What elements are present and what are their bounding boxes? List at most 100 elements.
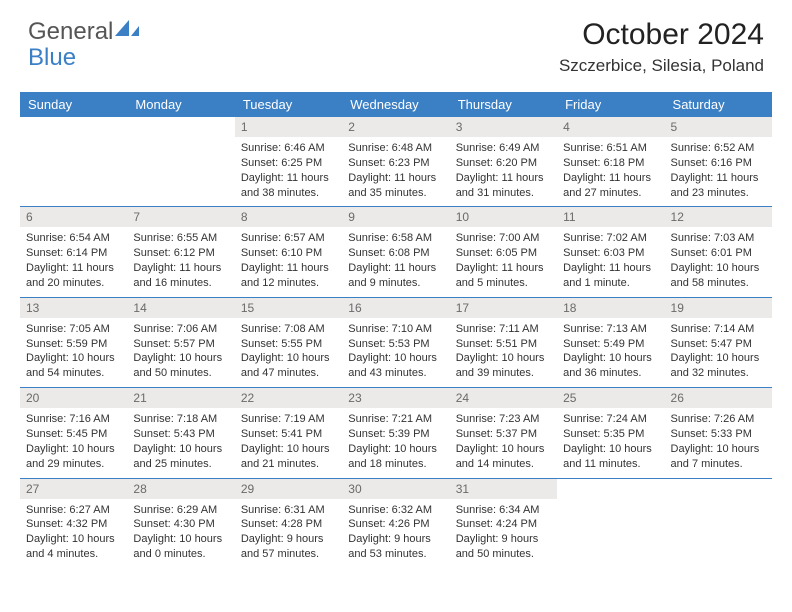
calendar-cell: 4Sunrise: 6:51 AMSunset: 6:18 PMDaylight… xyxy=(557,117,664,207)
day-content: Sunrise: 6:27 AMSunset: 4:32 PMDaylight:… xyxy=(20,499,127,568)
calendar-cell: 2Sunrise: 6:48 AMSunset: 6:23 PMDaylight… xyxy=(342,117,449,207)
calendar-cell: 17Sunrise: 7:11 AMSunset: 5:51 PMDayligh… xyxy=(450,297,557,387)
calendar-cell: 22Sunrise: 7:19 AMSunset: 5:41 PMDayligh… xyxy=(235,388,342,478)
day-number: 6 xyxy=(20,207,127,227)
calendar-cell xyxy=(20,117,127,207)
weekday-header: Saturday xyxy=(665,92,772,117)
calendar-cell: 25Sunrise: 7:24 AMSunset: 5:35 PMDayligh… xyxy=(557,388,664,478)
day-content: Sunrise: 6:54 AMSunset: 6:14 PMDaylight:… xyxy=(20,227,127,296)
calendar-cell: 16Sunrise: 7:10 AMSunset: 5:53 PMDayligh… xyxy=(342,297,449,387)
weekday-header: Thursday xyxy=(450,92,557,117)
calendar-cell: 19Sunrise: 7:14 AMSunset: 5:47 PMDayligh… xyxy=(665,297,772,387)
day-number: 2 xyxy=(342,117,449,137)
day-content: Sunrise: 7:26 AMSunset: 5:33 PMDaylight:… xyxy=(665,408,772,477)
calendar-head: SundayMondayTuesdayWednesdayThursdayFrid… xyxy=(20,92,772,117)
calendar-cell xyxy=(127,117,234,207)
calendar-cell: 20Sunrise: 7:16 AMSunset: 5:45 PMDayligh… xyxy=(20,388,127,478)
title-block: October 2024 Szczerbice, Silesia, Poland xyxy=(559,18,764,76)
day-content: Sunrise: 6:51 AMSunset: 6:18 PMDaylight:… xyxy=(557,137,664,206)
day-number: 12 xyxy=(665,207,772,227)
day-content: Sunrise: 6:31 AMSunset: 4:28 PMDaylight:… xyxy=(235,499,342,568)
day-content: Sunrise: 7:02 AMSunset: 6:03 PMDaylight:… xyxy=(557,227,664,296)
day-number: 13 xyxy=(20,298,127,318)
day-number: 31 xyxy=(450,479,557,499)
weekday-header: Wednesday xyxy=(342,92,449,117)
calendar-cell: 12Sunrise: 7:03 AMSunset: 6:01 PMDayligh… xyxy=(665,207,772,297)
calendar-body: 1Sunrise: 6:46 AMSunset: 6:25 PMDaylight… xyxy=(20,117,772,568)
logo-text-1: General xyxy=(28,18,113,46)
day-number: 3 xyxy=(450,117,557,137)
day-number: 21 xyxy=(127,388,234,408)
day-content: Sunrise: 6:32 AMSunset: 4:26 PMDaylight:… xyxy=(342,499,449,568)
calendar-cell: 5Sunrise: 6:52 AMSunset: 6:16 PMDaylight… xyxy=(665,117,772,207)
calendar-cell: 14Sunrise: 7:06 AMSunset: 5:57 PMDayligh… xyxy=(127,297,234,387)
calendar-cell: 28Sunrise: 6:29 AMSunset: 4:30 PMDayligh… xyxy=(127,478,234,568)
calendar-cell: 8Sunrise: 6:57 AMSunset: 6:10 PMDaylight… xyxy=(235,207,342,297)
calendar-cell: 24Sunrise: 7:23 AMSunset: 5:37 PMDayligh… xyxy=(450,388,557,478)
calendar-row: 1Sunrise: 6:46 AMSunset: 6:25 PMDaylight… xyxy=(20,117,772,207)
calendar-cell: 13Sunrise: 7:05 AMSunset: 5:59 PMDayligh… xyxy=(20,297,127,387)
day-content: Sunrise: 7:00 AMSunset: 6:05 PMDaylight:… xyxy=(450,227,557,296)
calendar-cell: 7Sunrise: 6:55 AMSunset: 6:12 PMDaylight… xyxy=(127,207,234,297)
calendar-cell: 31Sunrise: 6:34 AMSunset: 4:24 PMDayligh… xyxy=(450,478,557,568)
day-content: Sunrise: 7:05 AMSunset: 5:59 PMDaylight:… xyxy=(20,318,127,387)
calendar-row: 13Sunrise: 7:05 AMSunset: 5:59 PMDayligh… xyxy=(20,297,772,387)
day-content: Sunrise: 6:49 AMSunset: 6:20 PMDaylight:… xyxy=(450,137,557,206)
logo-sail-icon xyxy=(115,16,139,36)
day-number: 10 xyxy=(450,207,557,227)
day-content: Sunrise: 6:58 AMSunset: 6:08 PMDaylight:… xyxy=(342,227,449,296)
header: General October 2024 Szczerbice, Silesia… xyxy=(0,0,792,84)
calendar-cell: 9Sunrise: 6:58 AMSunset: 6:08 PMDaylight… xyxy=(342,207,449,297)
day-number: 14 xyxy=(127,298,234,318)
calendar-cell xyxy=(557,478,664,568)
day-number: 25 xyxy=(557,388,664,408)
calendar-cell: 29Sunrise: 6:31 AMSunset: 4:28 PMDayligh… xyxy=(235,478,342,568)
day-content: Sunrise: 7:21 AMSunset: 5:39 PMDaylight:… xyxy=(342,408,449,477)
day-content: Sunrise: 7:13 AMSunset: 5:49 PMDaylight:… xyxy=(557,318,664,387)
day-content: Sunrise: 7:24 AMSunset: 5:35 PMDaylight:… xyxy=(557,408,664,477)
day-content: Sunrise: 6:29 AMSunset: 4:30 PMDaylight:… xyxy=(127,499,234,568)
day-number: 20 xyxy=(20,388,127,408)
calendar-cell: 1Sunrise: 6:46 AMSunset: 6:25 PMDaylight… xyxy=(235,117,342,207)
weekday-header: Sunday xyxy=(20,92,127,117)
location: Szczerbice, Silesia, Poland xyxy=(559,56,764,76)
day-number: 5 xyxy=(665,117,772,137)
calendar-cell xyxy=(665,478,772,568)
day-number: 30 xyxy=(342,479,449,499)
weekday-header: Friday xyxy=(557,92,664,117)
day-number: 9 xyxy=(342,207,449,227)
day-content: Sunrise: 6:52 AMSunset: 6:16 PMDaylight:… xyxy=(665,137,772,206)
day-content: Sunrise: 7:11 AMSunset: 5:51 PMDaylight:… xyxy=(450,318,557,387)
calendar-cell: 30Sunrise: 6:32 AMSunset: 4:26 PMDayligh… xyxy=(342,478,449,568)
day-number: 1 xyxy=(235,117,342,137)
day-number: 16 xyxy=(342,298,449,318)
day-content: Sunrise: 7:23 AMSunset: 5:37 PMDaylight:… xyxy=(450,408,557,477)
calendar-cell: 15Sunrise: 7:08 AMSunset: 5:55 PMDayligh… xyxy=(235,297,342,387)
day-number: 17 xyxy=(450,298,557,318)
logo: General xyxy=(28,18,139,46)
day-content: Sunrise: 6:55 AMSunset: 6:12 PMDaylight:… xyxy=(127,227,234,296)
day-content: Sunrise: 7:06 AMSunset: 5:57 PMDaylight:… xyxy=(127,318,234,387)
day-number: 18 xyxy=(557,298,664,318)
day-content: Sunrise: 6:48 AMSunset: 6:23 PMDaylight:… xyxy=(342,137,449,206)
day-number: 11 xyxy=(557,207,664,227)
calendar-row: 6Sunrise: 6:54 AMSunset: 6:14 PMDaylight… xyxy=(20,207,772,297)
calendar-cell: 6Sunrise: 6:54 AMSunset: 6:14 PMDaylight… xyxy=(20,207,127,297)
day-number: 28 xyxy=(127,479,234,499)
day-number: 8 xyxy=(235,207,342,227)
day-number: 27 xyxy=(20,479,127,499)
day-number: 23 xyxy=(342,388,449,408)
day-number: 24 xyxy=(450,388,557,408)
day-content: Sunrise: 7:16 AMSunset: 5:45 PMDaylight:… xyxy=(20,408,127,477)
calendar-cell: 3Sunrise: 6:49 AMSunset: 6:20 PMDaylight… xyxy=(450,117,557,207)
calendar-cell: 21Sunrise: 7:18 AMSunset: 5:43 PMDayligh… xyxy=(127,388,234,478)
day-number: 29 xyxy=(235,479,342,499)
day-content: Sunrise: 7:19 AMSunset: 5:41 PMDaylight:… xyxy=(235,408,342,477)
day-content: Sunrise: 6:57 AMSunset: 6:10 PMDaylight:… xyxy=(235,227,342,296)
day-content: Sunrise: 7:14 AMSunset: 5:47 PMDaylight:… xyxy=(665,318,772,387)
month-title: October 2024 xyxy=(559,18,764,52)
weekday-header: Tuesday xyxy=(235,92,342,117)
calendar-cell: 10Sunrise: 7:00 AMSunset: 6:05 PMDayligh… xyxy=(450,207,557,297)
weekday-header: Monday xyxy=(127,92,234,117)
day-content: Sunrise: 6:34 AMSunset: 4:24 PMDaylight:… xyxy=(450,499,557,568)
